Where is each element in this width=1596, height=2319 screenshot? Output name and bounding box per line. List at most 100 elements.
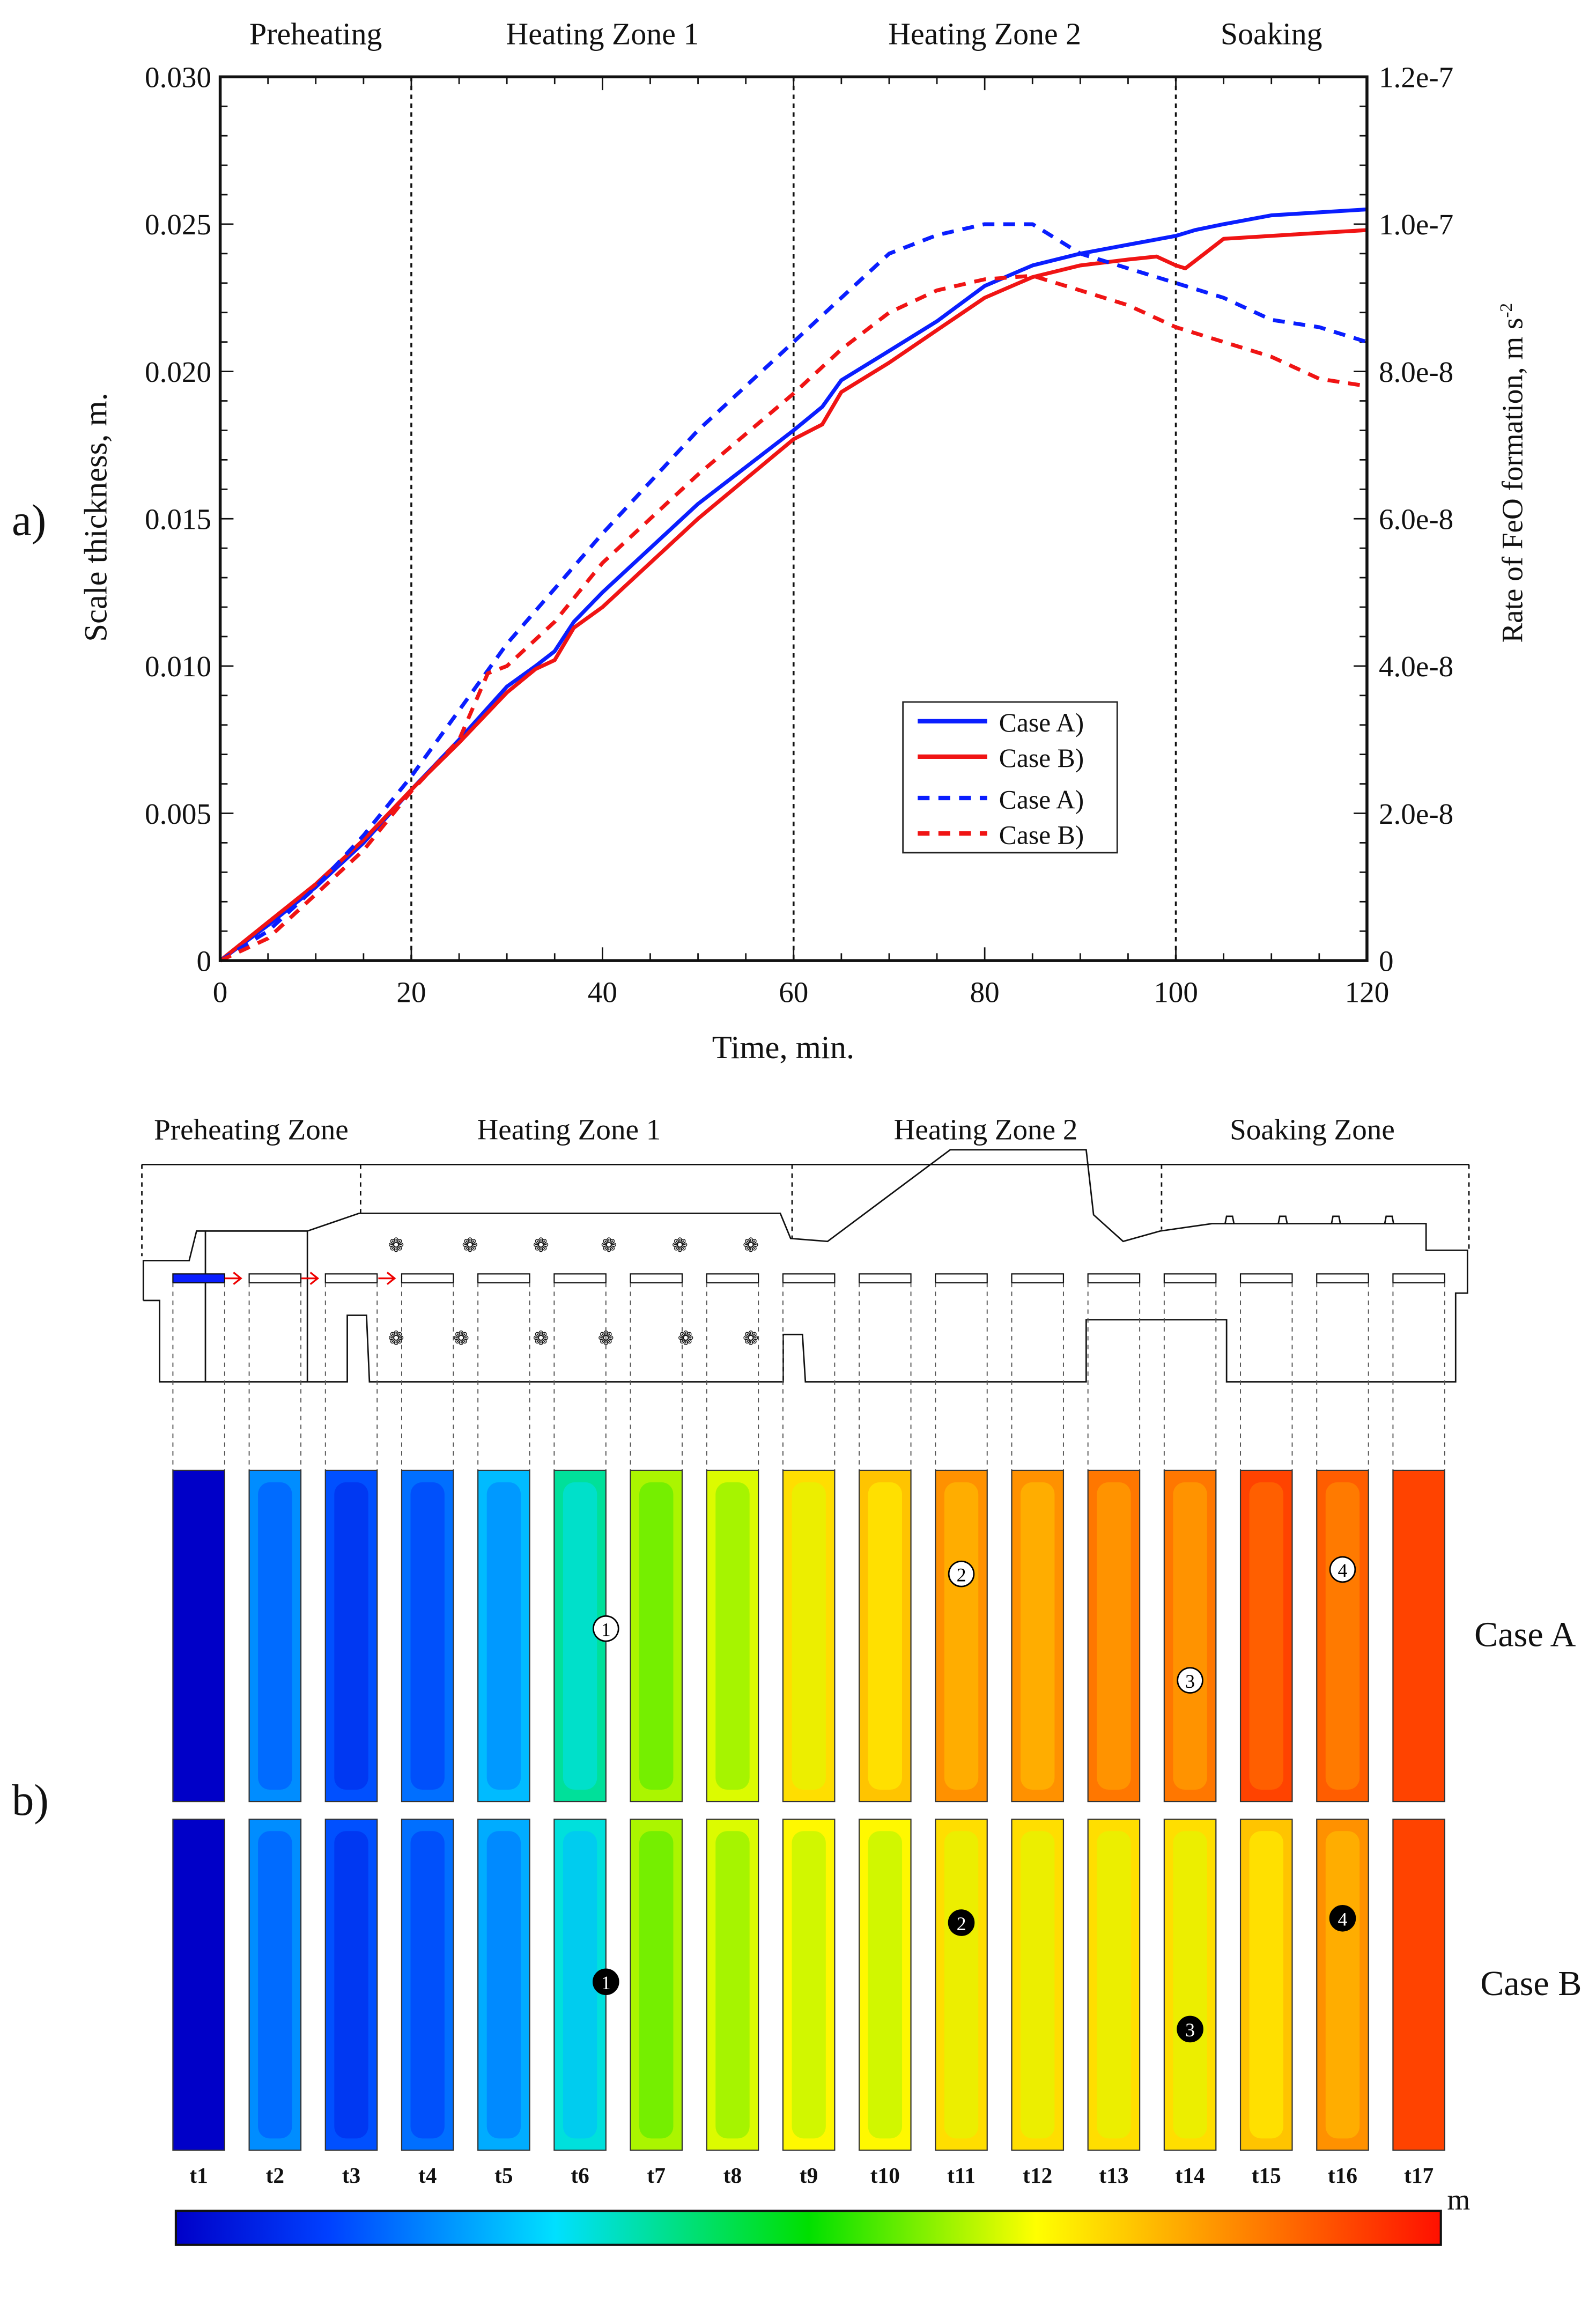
burner-icon: ❁: [601, 1235, 617, 1256]
burner-icon: ❁: [598, 1328, 614, 1349]
strip-pattern: [1325, 1482, 1360, 1790]
furnace-wall: [142, 1149, 1468, 1383]
slab: [706, 1273, 759, 1283]
probe-marker: [592, 1615, 619, 1642]
strip-pattern: [486, 1831, 521, 2139]
probe-marker: [948, 1909, 975, 1936]
strip-label: t10: [870, 2163, 900, 2188]
panel-a-label: a): [12, 496, 46, 545]
burner-icon: ❁: [533, 1235, 549, 1256]
x-axis-label: Time, min.: [712, 1030, 855, 1066]
thickness-strip: [172, 1469, 225, 1803]
strip-pattern: [1097, 1831, 1131, 2139]
series-line-dashed-case-a: [219, 222, 1368, 963]
slab: [859, 1273, 912, 1283]
strip-pattern: [486, 1482, 521, 1790]
legend-label: Case B): [999, 820, 1084, 850]
slab: [477, 1273, 530, 1283]
y2-tick-label: 4.0e-8: [1379, 650, 1453, 683]
zone-label: Heating Zone 1: [477, 1113, 661, 1146]
nozzle-icon: [1224, 1215, 1235, 1224]
transfer-arrow-icon: [224, 1272, 242, 1285]
nozzle-icon: [1277, 1215, 1288, 1224]
probe-marker: [1177, 1667, 1203, 1694]
burner-icon: ❁: [453, 1328, 469, 1349]
strip-pattern: [944, 1482, 979, 1790]
slab: [1392, 1273, 1445, 1283]
slab: [1239, 1273, 1293, 1283]
slab: [401, 1273, 454, 1283]
x-tick-label: 20: [396, 976, 426, 1008]
nozzle-icon: [1384, 1215, 1394, 1224]
strip-label: t4: [418, 2163, 437, 2188]
strip-pattern: [258, 1482, 292, 1790]
strip-label: t11: [947, 2163, 976, 2188]
slab: [324, 1273, 378, 1283]
burner-icon: ❁: [672, 1235, 688, 1256]
zone-label: Preheating Zone: [154, 1113, 349, 1146]
strip-pattern: [1021, 1831, 1055, 2139]
strip-pattern: [1021, 1482, 1055, 1790]
y2-axis-label: Rate of FeO formation, m s-2: [1496, 303, 1528, 643]
strip-label: t9: [800, 2163, 818, 2188]
probe-marker-label: 2: [957, 1564, 966, 1585]
strip-pattern: [1097, 1482, 1131, 1790]
probe-marker: [948, 1560, 975, 1587]
strip-pattern: [868, 1482, 903, 1790]
legend-label: Case B): [999, 743, 1084, 773]
zone-label: Heating Zone 2: [888, 17, 1081, 51]
y2-tick-label: 8.0e-8: [1379, 356, 1453, 388]
plot-frame: [218, 75, 1369, 962]
strip-pattern: [715, 1831, 750, 2139]
x-tick-label: 120: [1345, 976, 1390, 1008]
strip-label: t7: [647, 2163, 666, 2188]
strip-pattern: [792, 1482, 826, 1790]
zone-label: Heating Zone 1: [506, 17, 699, 51]
probe-marker: [592, 1968, 619, 1996]
burner-icon: ❁: [388, 1235, 404, 1256]
probe-marker: [1329, 1556, 1356, 1583]
series-line-solid-case-b: [219, 228, 1368, 962]
y-tick-label: 0.010: [145, 650, 211, 683]
strip-pattern: [334, 1482, 368, 1790]
x-tick-label: 0: [213, 976, 228, 1008]
x-tick-label: 80: [970, 976, 1000, 1008]
panel-a-marks: Preheating Heating Zone 1 Heating Zone 2 So…: [145, 17, 1453, 1009]
x-tick-label: 100: [1154, 976, 1198, 1008]
strip-pattern: [792, 1831, 826, 2139]
zone-label: Soaking Zone: [1230, 1113, 1395, 1146]
strip-label: t5: [494, 2163, 513, 2188]
transfer-arrow-icon: [301, 1272, 320, 1285]
y-tick-label: 0.005: [145, 797, 211, 830]
probe-marker-label: 3: [1185, 1671, 1195, 1692]
slab: [553, 1273, 607, 1283]
y2-axis-label-sup: -2: [1497, 303, 1516, 318]
burner-icon: ❁: [388, 1328, 404, 1349]
strip-pattern: [1325, 1831, 1360, 2139]
slab: [1087, 1273, 1141, 1283]
probe-marker-label: 4: [1338, 1909, 1348, 1930]
y2-tick-label: 1.2e-7: [1379, 61, 1453, 94]
y2-axis-label-text: Rate of FeO formation, m s: [1496, 318, 1528, 643]
strip-pattern: [334, 1831, 368, 2139]
slab: [782, 1273, 836, 1283]
zone-label: Heating Zone 2: [894, 1113, 1078, 1146]
probe-marker-label: 2: [957, 1913, 966, 1934]
y-tick-label: 0.020: [145, 356, 211, 388]
legend: Case A) Case B) Case A) Case B): [902, 701, 1118, 854]
thickness-strip: [1392, 1819, 1445, 2151]
legend-label: Case A): [999, 708, 1084, 737]
strip-pattern: [639, 1831, 674, 2139]
probe-marker-label: 4: [1338, 1560, 1348, 1581]
strip-pattern: [868, 1831, 903, 2139]
colorbar-unit: m: [1447, 2183, 1470, 2216]
series-line-dashed-case-b: [219, 274, 1368, 963]
strip-label: t15: [1252, 2163, 1281, 2188]
strip-pattern: [944, 1831, 979, 2139]
strip-pattern: [410, 1482, 445, 1790]
zone-label: Soaking: [1221, 17, 1322, 51]
thickness-strip: [1392, 1469, 1445, 1803]
strip-label: t17: [1404, 2163, 1434, 2188]
probe-marker: [1329, 1904, 1356, 1932]
